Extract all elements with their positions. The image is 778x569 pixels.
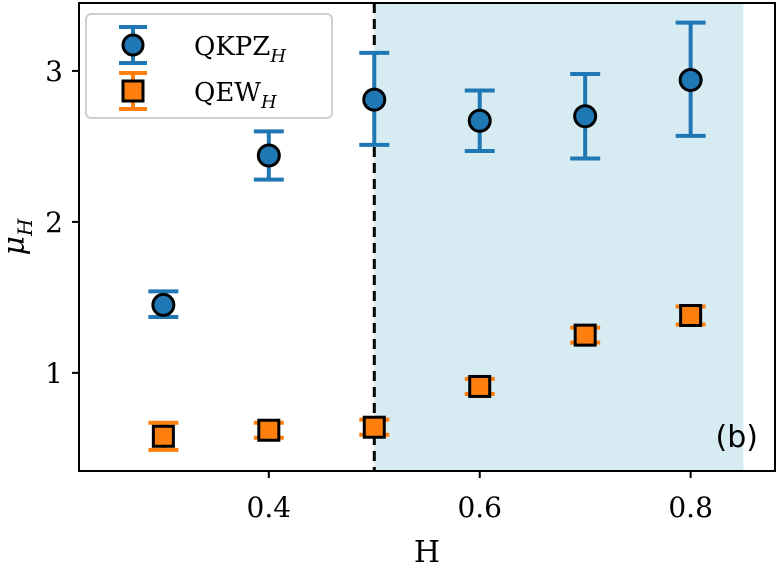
qew-h-point-5 — [573, 323, 597, 347]
y-axis-label-main: μ — [0, 236, 32, 256]
y-axis-label: μH — [0, 218, 37, 256]
legend-qew-h-label-subscript: H — [260, 92, 277, 113]
series-qew-h — [148, 304, 706, 452]
qkpz-h-point-1 — [151, 292, 176, 317]
legend-qew-h-marker — [121, 79, 145, 103]
legend-qkpz-h-label-subscript: H — [269, 46, 286, 67]
legend-box — [85, 13, 333, 119]
series-qkpz-h — [148, 20, 706, 320]
x-tick-label-0-6: 0.6 — [457, 491, 502, 524]
y-tick-label-2: 2 — [45, 206, 63, 239]
x-tick-label-0-4: 0.4 — [247, 491, 292, 524]
y-tick-label-1: 1 — [45, 357, 63, 390]
y-axis: 1 2 3 — [45, 55, 79, 390]
series-layer — [148, 20, 706, 452]
qkpz-h-point-6 — [678, 67, 703, 92]
qew-h-point-1 — [151, 424, 175, 448]
qew-h-point-3 — [362, 415, 386, 439]
x-tick-label-0-8: 0.8 — [668, 491, 713, 524]
y-axis-label-subscript: H — [13, 218, 37, 237]
qkpz-h-point-5 — [573, 104, 598, 129]
x-axis-label: H — [414, 535, 440, 569]
qkpz-h-point-3 — [362, 87, 387, 112]
legend-item-qkpz-h: QKPZH — [119, 25, 286, 67]
qkpz-h-point-2 — [256, 143, 281, 168]
qew-h-point-6 — [679, 304, 703, 328]
legend-qew-h-label-base: QEW — [194, 78, 261, 108]
qkpz-h-point-4 — [467, 108, 492, 133]
qew-h-point-4 — [468, 374, 492, 398]
legend-qkpz-h-label: QKPZH — [194, 32, 286, 67]
plot-layer: (b) — [148, 3, 758, 471]
qew-h-point-2 — [257, 418, 281, 442]
legend-qkpz-h-label-base: QKPZ — [194, 32, 270, 62]
x-axis: 0.4 0.6 0.8 — [247, 471, 713, 524]
legend-item-qew-h: QEWH — [119, 71, 277, 113]
y-tick-label-3: 3 — [45, 55, 63, 88]
panel-label: (b) — [716, 420, 758, 455]
legend-qew-h-label: QEWH — [194, 78, 277, 113]
legend-qkpz-h-marker — [121, 33, 145, 57]
plot-frame — [78, 2, 776, 472]
